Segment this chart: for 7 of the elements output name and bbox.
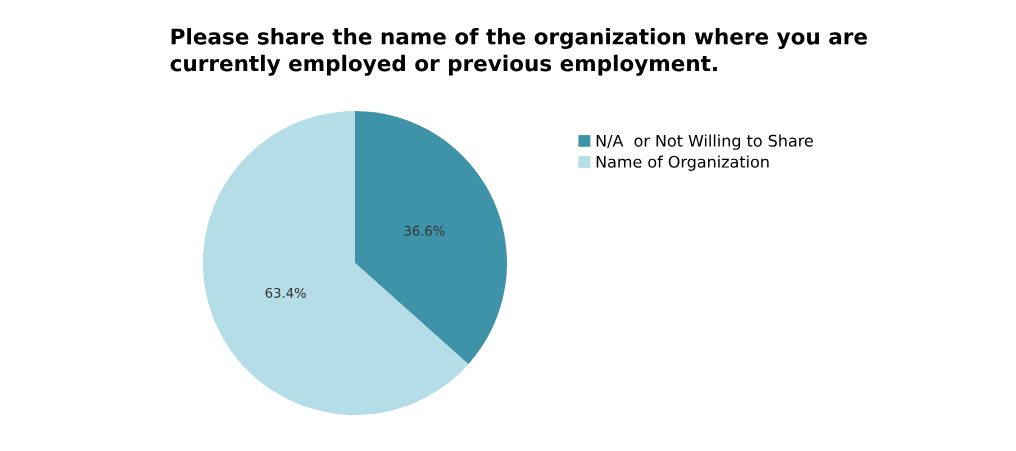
- data-label: 63.4%: [265, 287, 306, 298]
- legend-label: Name of Organization: [596, 155, 769, 171]
- legend-label: N/A or Not Willing to Share: [596, 134, 813, 150]
- pie-slice: [203, 111, 469, 415]
- chart-title: Please share the name of the organization where you are currently employed or previous employment.: [170, 28, 867, 76]
- pie-slice: [355, 111, 507, 365]
- data-label: 36.6%: [404, 225, 445, 236]
